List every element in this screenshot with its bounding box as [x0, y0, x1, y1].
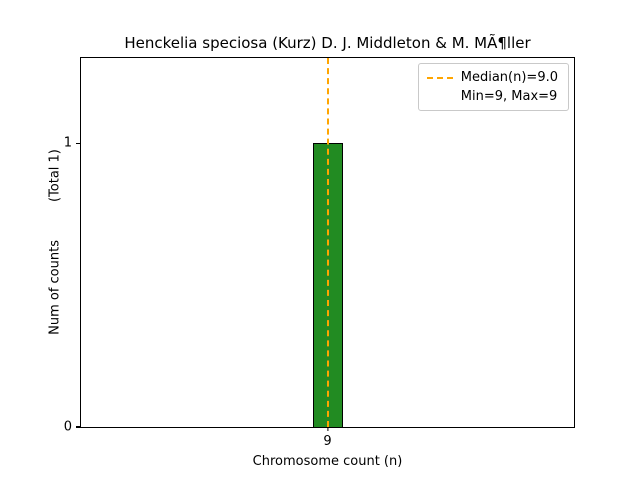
x-tick [326, 427, 329, 431]
x-tick-label: 9 [323, 434, 332, 449]
plot-area: Median(n)=9.0 Min=9, Max=9 0 1 9 [64, 57, 575, 449]
y-axis-label: Num of counts (Total 1) [48, 149, 63, 335]
y-tick: 0 [64, 420, 81, 435]
x-axis-label: Chromosome count (n) [252, 454, 403, 469]
legend-label-median: Median(n)=9.0 [460, 70, 558, 85]
y-tick-label: 1 [63, 135, 72, 151]
legend-entry-median: Median(n)=9.0 [426, 70, 558, 85]
chart-title: Henckelia speciosa (Kurz) D. J. Middleto… [124, 34, 531, 52]
median-line [326, 58, 329, 427]
legend-dashed-line-icon [426, 76, 453, 79]
y-tick: 1 [64, 136, 81, 151]
legend-label-minmax: Min=9, Max=9 [460, 89, 558, 104]
y-axis-label-main: Num of counts [47, 240, 63, 335]
legend: Median(n)=9.0 Min=9, Max=9 [417, 63, 569, 111]
y-tick-label: 0 [63, 419, 72, 435]
y-axis-label-total: (Total 1) [47, 149, 63, 203]
legend-entry-minmax: Min=9, Max=9 [427, 89, 558, 104]
